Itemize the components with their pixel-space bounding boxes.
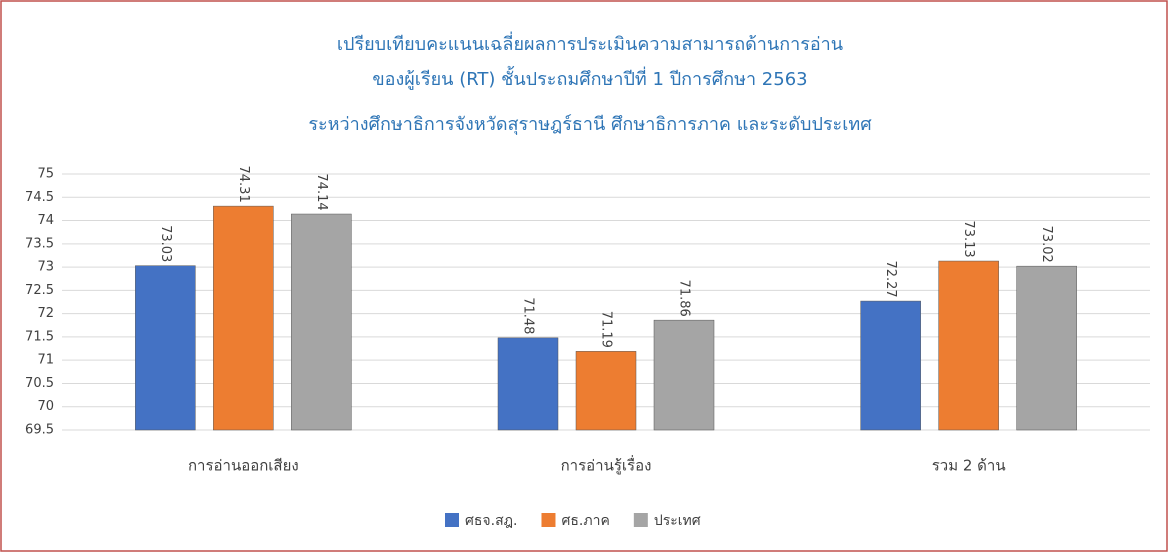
chart-title: เปรียบเทียบคะแนนเฉลี่ยผลการประเมินความสา…	[337, 31, 843, 55]
legend-label: ศธ.ภาค	[561, 513, 609, 529]
bar	[1016, 265, 1077, 431]
bar	[135, 265, 196, 431]
value-label: 74.14	[314, 173, 329, 210]
value-label: 74.31	[236, 166, 251, 203]
x-tick-label: รวม 2 ด้าน	[932, 457, 1006, 475]
y-tick-label: 73	[37, 260, 54, 275]
value-label: 72.27	[883, 260, 898, 297]
y-tick-label: 69.5	[25, 423, 54, 438]
x-tick-label: การอ่านออกเสียง	[188, 457, 299, 475]
y-tick-label: 71.5	[25, 329, 54, 344]
legend-swatch	[445, 513, 459, 527]
value-label: 73.13	[961, 220, 976, 257]
y-tick-label: 72	[37, 306, 54, 321]
bar	[653, 319, 715, 431]
legend-swatch	[541, 513, 556, 527]
value-label: 71.86	[677, 280, 692, 317]
y-tick-label: 73.5	[25, 236, 54, 251]
value-label: 73.02	[1039, 226, 1054, 263]
bar	[213, 205, 274, 431]
y-tick-label: 74.5	[25, 190, 54, 205]
bar	[938, 260, 999, 431]
legend-label: ศธจ.สฎ.	[465, 513, 517, 529]
bar	[575, 351, 637, 431]
bar	[291, 213, 352, 431]
y-tick-label: 74	[37, 213, 54, 228]
legend-swatch	[633, 513, 648, 527]
y-tick-label: 70.5	[25, 376, 54, 391]
y-tick-label: 71	[37, 353, 54, 368]
y-tick-label: 75	[37, 167, 54, 182]
value-label: 71.48	[521, 297, 536, 334]
bar	[497, 337, 559, 431]
legend-label: ประเทศ	[654, 513, 701, 529]
bar	[860, 300, 921, 431]
y-tick-label: 72.5	[25, 283, 54, 298]
x-tick-label: การอ่านรู้เรื่อง	[561, 455, 652, 475]
value-label: 73.03	[158, 225, 173, 262]
value-label: 71.19	[599, 311, 614, 348]
y-tick-label: 70	[37, 399, 54, 414]
chart-title: ของผู้เรียน (RT) ชั้นประถมศึกษาปีที่ 1 ป…	[372, 66, 807, 90]
chart-title: ระหว่างศึกษาธิการจังหวัดสุราษฎร์ธานี ศึก…	[308, 114, 872, 135]
